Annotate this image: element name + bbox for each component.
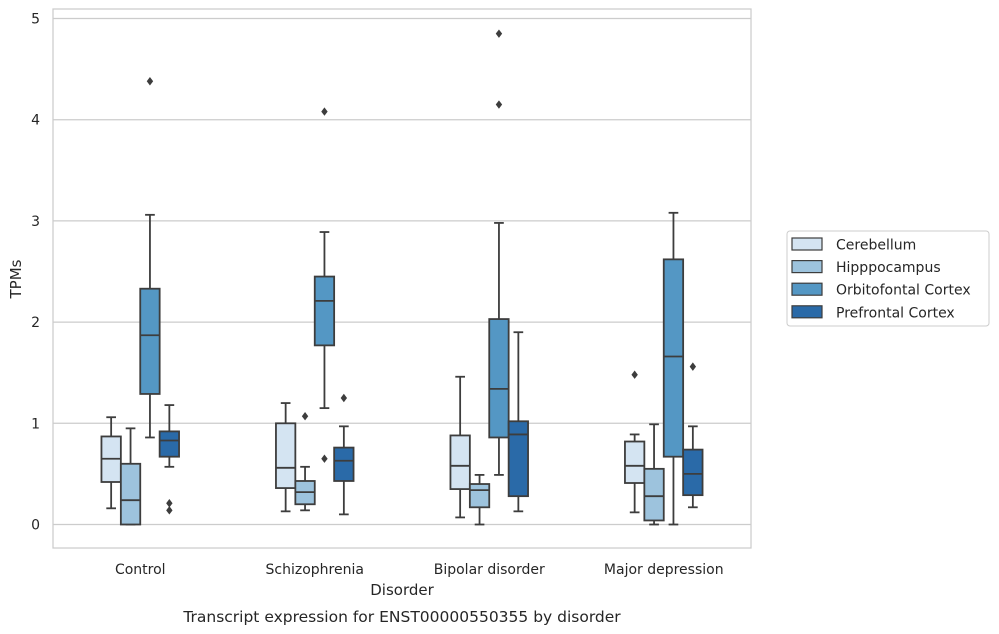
chart-caption: Transcript expression for ENST0000055035… <box>182 608 621 626</box>
box-groups <box>100 29 704 526</box>
box-body <box>682 448 704 497</box>
box-hipppocampus <box>643 423 665 526</box>
outlier-point <box>146 77 154 86</box>
plot-frame <box>52 8 752 549</box>
box-prefrontal-cortex <box>158 404 180 515</box>
box-hipppocampus <box>119 427 142 526</box>
outlier-point <box>166 499 173 508</box>
grid-lines <box>53 17 751 526</box>
outlier-point <box>631 370 638 379</box>
x-tick-labels: Control Schizophrenia Bipolar disorder Majo… <box>115 562 724 578</box>
box-body <box>119 462 142 526</box>
outlier-point <box>689 362 697 371</box>
box-body <box>643 467 665 522</box>
box-prefrontal-cortex <box>682 362 704 509</box>
box-body <box>507 420 529 498</box>
legend-swatch <box>791 237 823 251</box>
box-body <box>275 422 297 489</box>
box-cerebellum <box>100 416 122 510</box>
box-cerebellum <box>449 375 471 519</box>
box-orbitofontal-cortex <box>662 211 685 526</box>
x-tick-label: Bipolar disorder <box>434 562 545 578</box>
box-body <box>449 434 471 490</box>
box-body <box>158 430 180 458</box>
legend-label: Cerebellum <box>836 238 916 254</box>
box-cerebellum <box>275 402 297 513</box>
y-tick-label: 0 <box>31 518 40 534</box>
y-tick-label: 2 <box>31 315 40 331</box>
outlier-point <box>495 100 503 109</box>
legend-swatch <box>791 282 823 296</box>
box-orbitofontal-cortex <box>139 77 161 439</box>
box-orbitofontal-cortex <box>313 107 336 463</box>
x-tick-label: Major depression <box>604 562 724 578</box>
box-body <box>624 440 646 484</box>
outlier-point <box>495 29 503 38</box>
outlier-point <box>301 412 309 421</box>
y-tick-label: 1 <box>31 416 40 432</box>
outlier-point <box>321 107 328 116</box>
outlier-point <box>321 454 328 463</box>
box-body <box>139 287 161 395</box>
y-tick-label: 4 <box>31 113 40 129</box>
box-body <box>468 483 491 509</box>
outlier-point <box>340 393 348 403</box>
box-body <box>313 275 336 347</box>
x-axis-label: Disorder <box>370 581 434 599</box>
y-tick-label: 3 <box>31 214 40 230</box>
legend-swatch <box>791 260 823 274</box>
box-body <box>333 446 355 482</box>
legend-label: Hipppocampus <box>836 260 941 276</box>
legend-label: Prefrontal Cortex <box>836 305 955 321</box>
box-body <box>662 258 685 458</box>
y-tick-label: 5 <box>31 12 40 28</box>
box-orbitofontal-cortex <box>488 29 510 476</box>
legend: Cerebellum Hipppocampus Orbitofontal Corte… <box>786 230 990 327</box>
box-cerebellum <box>624 370 646 514</box>
box-prefrontal-cortex <box>333 393 355 516</box>
box-hipppocampus <box>294 412 316 512</box>
legend-frame <box>786 230 990 327</box>
box-body <box>488 318 510 439</box>
box-hipppocampus <box>468 474 491 526</box>
y-tick-labels: 0 1 2 3 4 5 <box>31 12 40 534</box>
outlier-point <box>166 506 173 515</box>
box-prefrontal-cortex <box>507 331 529 513</box>
legend-label: Orbitofontal Cortex <box>836 283 971 299</box>
x-tick-label: Schizophrenia <box>266 562 364 578</box>
legend-swatch <box>791 305 823 319</box>
x-tick-label: Control <box>115 562 166 578</box>
y-axis-label: TPMs <box>7 259 25 299</box>
